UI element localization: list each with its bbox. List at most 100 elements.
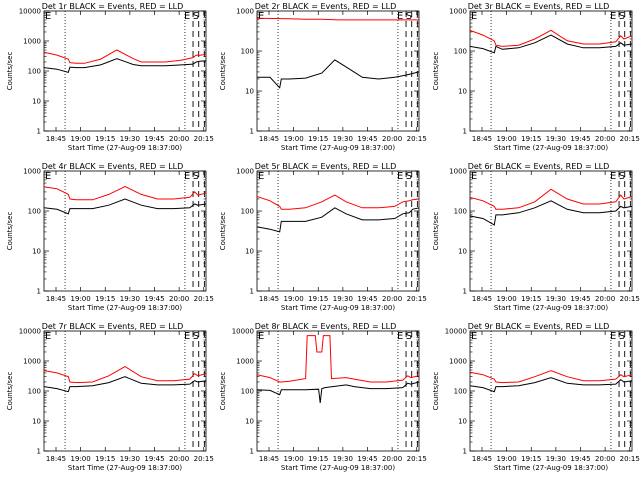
marker-s: S	[406, 331, 412, 342]
marker-e-left: E	[471, 11, 477, 22]
x-tick-label: 19:45	[570, 135, 590, 143]
y-tick-label: 1	[250, 448, 254, 456]
x-axis-title: Start Time (27-Aug-09 18:37:00)	[494, 464, 608, 472]
x-tick-label: 18:45	[259, 455, 279, 463]
x-tick-label: 19:15	[308, 455, 328, 463]
panel-title: Det 1r BLACK = Events, RED = LLD	[42, 2, 184, 11]
x-tick-label: 19:45	[144, 135, 164, 143]
y-tick-label: 1000	[236, 168, 254, 176]
x-tick-label: 19:30	[546, 135, 566, 143]
events-series-line	[470, 200, 632, 226]
events-series-line	[44, 58, 206, 74]
marker-e: E	[610, 171, 616, 182]
plot-frame	[256, 170, 420, 292]
marker-e-left: E	[45, 11, 51, 22]
y-axis-title: Counts/sec	[432, 372, 440, 411]
x-tick-label: 19:30	[333, 295, 353, 303]
y-tick-label: 10000	[19, 328, 41, 336]
events-series-line	[470, 34, 632, 54]
x-tick-label: 19:15	[521, 295, 541, 303]
x-tick-label: 18:45	[46, 295, 66, 303]
y-axis-title: Counts/sec	[432, 212, 440, 251]
events-series-line	[257, 381, 419, 403]
detector-panel: Det 8r BLACK = Events, RED = LLD 1 10 100 10…	[219, 322, 427, 472]
x-axis-title: Start Time (27-Aug-09 18:37:00)	[281, 144, 395, 152]
events-series-line	[44, 198, 206, 215]
x-tick-label: 20:15	[194, 295, 214, 303]
x-tick-label: 19:00	[71, 295, 91, 303]
panel-title: Det 3r BLACK = Events, RED = LLD	[468, 2, 610, 11]
marker-e: E	[184, 11, 190, 22]
x-tick-label: 19:30	[120, 135, 140, 143]
events-series-line	[470, 377, 632, 393]
y-tick-label: 1000	[23, 358, 41, 366]
x-tick-label: 19:00	[284, 295, 304, 303]
marker-e-left: E	[471, 171, 477, 182]
marker-s: S	[193, 331, 199, 342]
detector-panel: Det 2r BLACK = Events, RED = LLD 1 10 100 10…	[219, 2, 427, 152]
y-tick-label: 100	[28, 208, 41, 216]
marker-e: E	[184, 171, 190, 182]
y-tick-label: 10	[245, 88, 254, 96]
detector-panel: Det 1r BLACK = Events, RED = LLD 1 10 100 10…	[6, 2, 214, 152]
x-tick-label: 18:45	[46, 135, 66, 143]
y-axis-title: Counts/sec	[6, 212, 14, 251]
y-tick-label: 1000	[236, 358, 254, 366]
y-tick-label: 1	[463, 128, 467, 136]
x-tick-label: 19:15	[521, 455, 541, 463]
x-axis-title: Start Time (27-Aug-09 18:37:00)	[68, 464, 182, 472]
x-tick-label: 20:00	[169, 295, 189, 303]
lld-series-line	[44, 185, 206, 201]
plot-frame	[469, 170, 633, 292]
x-tick-label: 19:30	[120, 295, 140, 303]
x-tick-label: 19:00	[284, 455, 304, 463]
y-tick-label: 100	[241, 48, 254, 56]
x-tick-label: 20:15	[407, 295, 427, 303]
y-tick-label: 1000	[449, 8, 467, 16]
y-axis-title: Counts/sec	[6, 372, 14, 411]
y-tick-label: 100	[454, 388, 467, 396]
x-axis-title: Start Time (27-Aug-09 18:37:00)	[494, 144, 608, 152]
x-tick-label: 19:00	[284, 135, 304, 143]
marker-e-left: E	[45, 171, 51, 182]
x-tick-label: 20:00	[595, 295, 615, 303]
x-tick-label: 19:15	[308, 295, 328, 303]
x-tick-label: 19:45	[357, 135, 377, 143]
x-axis-title: Start Time (27-Aug-09 18:37:00)	[281, 304, 395, 312]
y-tick-label: 1	[37, 128, 41, 136]
y-axis-title: Counts/sec	[219, 52, 227, 91]
x-tick-label: 19:15	[95, 295, 115, 303]
x-tick-label: 20:00	[169, 135, 189, 143]
y-tick-label: 1	[37, 288, 41, 296]
x-tick-label: 18:45	[472, 295, 492, 303]
x-tick-label: 18:45	[472, 455, 492, 463]
y-tick-label: 100	[454, 48, 467, 56]
x-tick-label: 18:45	[259, 135, 279, 143]
marker-e: E	[610, 11, 616, 22]
x-axis-title: Start Time (27-Aug-09 18:37:00)	[494, 304, 608, 312]
y-tick-label: 10	[32, 418, 41, 426]
lld-series-line	[257, 17, 419, 21]
plot-frame	[256, 10, 420, 132]
y-tick-label: 10	[458, 248, 467, 256]
marker-e-left: E	[258, 11, 264, 22]
y-tick-label: 10	[32, 98, 41, 106]
y-tick-label: 10	[32, 248, 41, 256]
y-axis-title: Counts/sec	[219, 212, 227, 251]
x-tick-label: 20:15	[407, 455, 427, 463]
lld-series-line	[470, 29, 632, 47]
y-tick-label: 1000	[23, 38, 41, 46]
x-axis-title: Start Time (27-Aug-09 18:37:00)	[68, 304, 182, 312]
x-axis-title: Start Time (27-Aug-09 18:37:00)	[281, 464, 395, 472]
marker-e: E	[610, 331, 616, 342]
panel-title: Det 2r BLACK = Events, RED = LLD	[255, 2, 397, 11]
marker-e: E	[397, 171, 403, 182]
y-tick-label: 1	[37, 448, 41, 456]
detector-panel: Det 6r BLACK = Events, RED = LLD 1 10 100 10…	[432, 162, 640, 312]
detector-panel: Det 3r BLACK = Events, RED = LLD 1 10 100 10…	[432, 2, 640, 152]
y-tick-label: 10000	[19, 8, 41, 16]
x-tick-label: 20:15	[194, 135, 214, 143]
lld-series-line	[257, 335, 419, 383]
y-tick-label: 100	[28, 388, 41, 396]
